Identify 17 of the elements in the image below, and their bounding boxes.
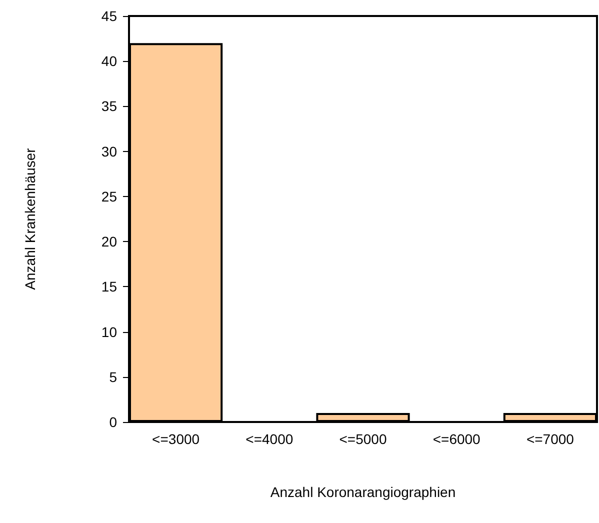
y-tick-label: 0	[109, 414, 118, 430]
y-tick-label: 10	[101, 324, 118, 340]
y-tick-label: 35	[101, 98, 118, 114]
x-tick-label: <=7000	[526, 431, 574, 447]
y-tick-label: 25	[101, 188, 118, 204]
x-tick-label: <=3000	[152, 431, 200, 447]
y-axis-title: Anzahl Krankenhäuser	[22, 148, 38, 290]
y-tick-label: 40	[101, 53, 118, 70]
x-tick-label: <=5000	[339, 431, 387, 447]
y-tick-label: 20	[101, 234, 118, 250]
x-tick-label: <=6000	[432, 431, 481, 447]
x-tick-label: <=4000	[246, 431, 294, 447]
x-axis-title: Anzahl Koronarangiographien	[270, 484, 456, 500]
y-tick-label: 45	[101, 8, 118, 24]
y-tick-label: 30	[101, 143, 118, 160]
y-tick-label: 5	[109, 368, 118, 385]
y-tick-label: 15	[101, 278, 118, 295]
